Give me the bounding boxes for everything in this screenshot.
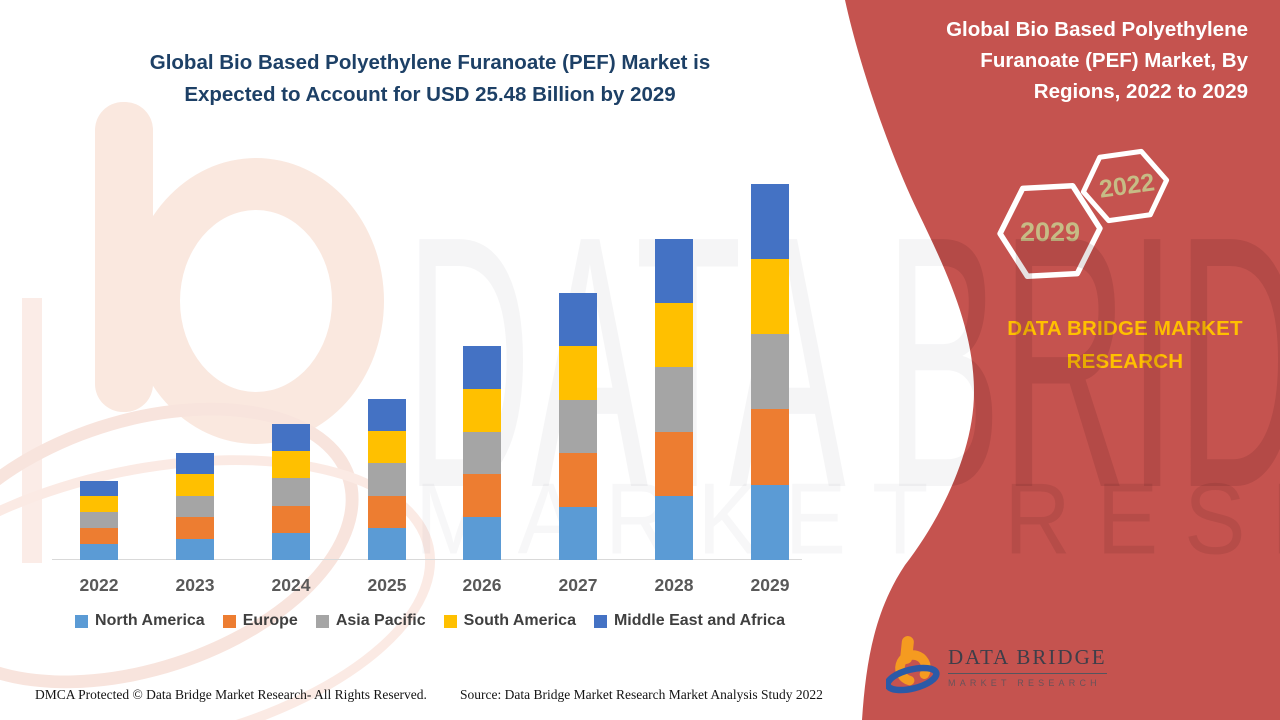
legend-swatch [443,614,457,628]
source-note: Source: Data Bridge Market Research Mark… [460,687,823,702]
legend-item-north-america: North America [75,612,205,630]
bar-segment-europe [751,409,789,485]
bar-segment-north-america [176,538,214,560]
bar-2023 [176,452,214,560]
legend-item-south-america: South America [443,612,576,630]
bar-segment-asia-pacific [559,399,597,454]
bar-segment-asia-pacific [368,463,406,496]
x-axis-line [52,559,802,560]
bar-segment-europe [655,431,693,496]
bar-segment-north-america [559,506,597,560]
bar-segment-asia-pacific [655,367,693,432]
bar-segment-south-america [176,474,214,496]
bar-segment-north-america [272,532,310,560]
bar-segment-europe [559,453,597,507]
page-title-line1: Global Bio Based Polyethylene Furanoate … [149,51,711,74]
bar-segment-north-america [80,544,118,560]
bar-2028 [655,239,693,560]
bar-segment-asia-pacific [751,334,789,410]
bar-segment-south-america [368,431,406,464]
bar-segment-asia-pacific [80,512,118,529]
x-tick-2029: 2029 [750,575,790,595]
bar-segment-north-america [655,495,693,560]
bar-segment-middle-east-and-africa [272,424,310,452]
legend-item-middle-east-and-africa: Middle East and Africa [593,612,785,630]
bar-segment-asia-pacific [463,431,501,475]
bar-segment-middle-east-and-africa [176,452,214,474]
x-tick-2027: 2027 [558,575,598,595]
legend-swatch [75,614,89,628]
dmca-notice: DMCA Protected © Data Bridge Market Rese… [35,687,427,702]
bar-2029 [751,183,789,560]
bar-2025 [368,399,406,560]
bar-segment-south-america [272,451,310,479]
legend-label: Asia Pacific [335,612,426,629]
bar-segment-south-america [751,258,789,335]
x-tick-2022: 2022 [79,575,119,595]
bar-segment-south-america [80,496,118,513]
legend-label: South America [463,612,576,629]
legend-item-asia-pacific: Asia Pacific [315,612,426,630]
x-tick-2025: 2025 [367,575,407,595]
bar-segment-middle-east-and-africa [463,346,501,389]
bar-segment-middle-east-and-africa [559,293,597,347]
legend-item-europe: Europe [222,612,298,630]
bar-segment-europe [176,517,214,539]
bar-segment-south-america [655,303,693,368]
x-tick-2024: 2024 [271,575,311,595]
hexagon-2029 [997,183,1103,279]
bar-segment-north-america [751,484,789,560]
hexagon-2022 [1080,148,1170,224]
bar-segment-europe [80,528,118,545]
legend-label: Middle East and Africa [613,612,785,629]
bar-2026 [463,346,501,560]
watermark-strip [22,298,42,563]
bar-2022 [80,480,118,560]
bar-2024 [272,424,310,560]
bar-segment-europe [368,495,406,528]
legend-label: North America [95,612,205,629]
x-tick-2026: 2026 [462,575,502,595]
bar-segment-asia-pacific [176,495,214,517]
bar-segment-south-america [559,346,597,400]
bar-segment-middle-east-and-africa [655,239,693,304]
bar-2027 [559,293,597,560]
page-title-line2: Expected to Account for USD 25.48 Billio… [184,83,676,106]
x-tick-2023: 2023 [175,575,215,595]
x-tick-2028: 2028 [654,575,694,595]
bar-segment-north-america [463,517,501,560]
bar-segment-north-america [368,527,406,560]
bar-segment-asia-pacific [272,478,310,506]
legend-swatch [315,614,329,628]
page-title: Global Bio Based Polyethylene Furanoate … [60,47,800,111]
bar-segment-middle-east-and-africa [368,399,406,432]
bar-segment-middle-east-and-africa [751,183,789,259]
bar-segment-south-america [463,388,501,432]
bar-segment-europe [463,474,501,518]
legend: North America Europe Asia Pacific South Ame… [40,612,820,630]
legend-label: Europe [242,612,298,629]
bar-segment-middle-east-and-africa [80,480,118,497]
legend-swatch [593,614,607,628]
bar-segment-europe [272,505,310,533]
legend-swatch [222,614,236,628]
